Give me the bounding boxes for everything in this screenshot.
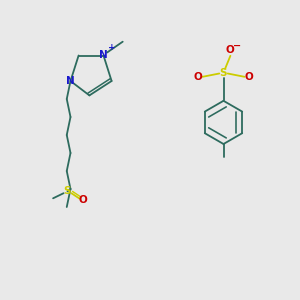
Text: O: O [244, 72, 253, 82]
Text: S: S [64, 186, 71, 197]
Text: N: N [66, 76, 75, 86]
Text: O: O [79, 195, 88, 206]
Text: O: O [194, 72, 202, 82]
Text: O: O [225, 45, 234, 56]
Text: N: N [99, 50, 108, 61]
Text: +: + [108, 44, 116, 52]
Text: −: − [233, 41, 242, 51]
Text: S: S [220, 68, 227, 79]
